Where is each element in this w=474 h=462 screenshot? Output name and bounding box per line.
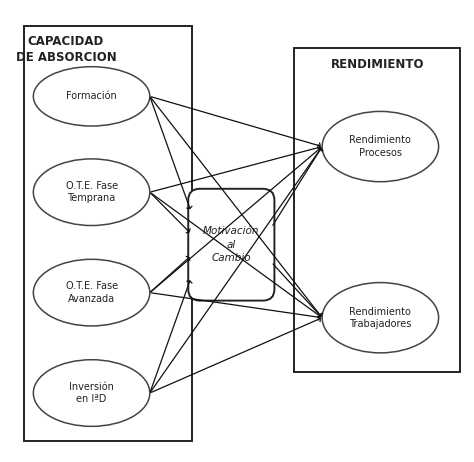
Text: Inversión
en IªD: Inversión en IªD bbox=[69, 382, 114, 404]
Text: Formación: Formación bbox=[66, 91, 117, 101]
Ellipse shape bbox=[322, 283, 438, 353]
Text: Rendimiento
Trabajadores: Rendimiento Trabajadores bbox=[349, 306, 411, 329]
Text: O.T.E. Fase
Avanzada: O.T.E. Fase Avanzada bbox=[65, 281, 118, 304]
Ellipse shape bbox=[322, 111, 438, 182]
Text: CAPACIDAD
DE ABSORCION: CAPACIDAD DE ABSORCION bbox=[16, 35, 116, 64]
Ellipse shape bbox=[33, 259, 150, 326]
Text: Rendimiento
Procesos: Rendimiento Procesos bbox=[349, 135, 411, 158]
Ellipse shape bbox=[33, 360, 150, 426]
Text: RENDIMIENTO: RENDIMIENTO bbox=[331, 58, 425, 71]
Text: Motivación
al
Cambio: Motivación al Cambio bbox=[203, 226, 260, 263]
Ellipse shape bbox=[33, 67, 150, 126]
Ellipse shape bbox=[33, 159, 150, 225]
Text: O.T.E. Fase
Temprana: O.T.E. Fase Temprana bbox=[65, 181, 118, 203]
FancyBboxPatch shape bbox=[188, 189, 274, 301]
